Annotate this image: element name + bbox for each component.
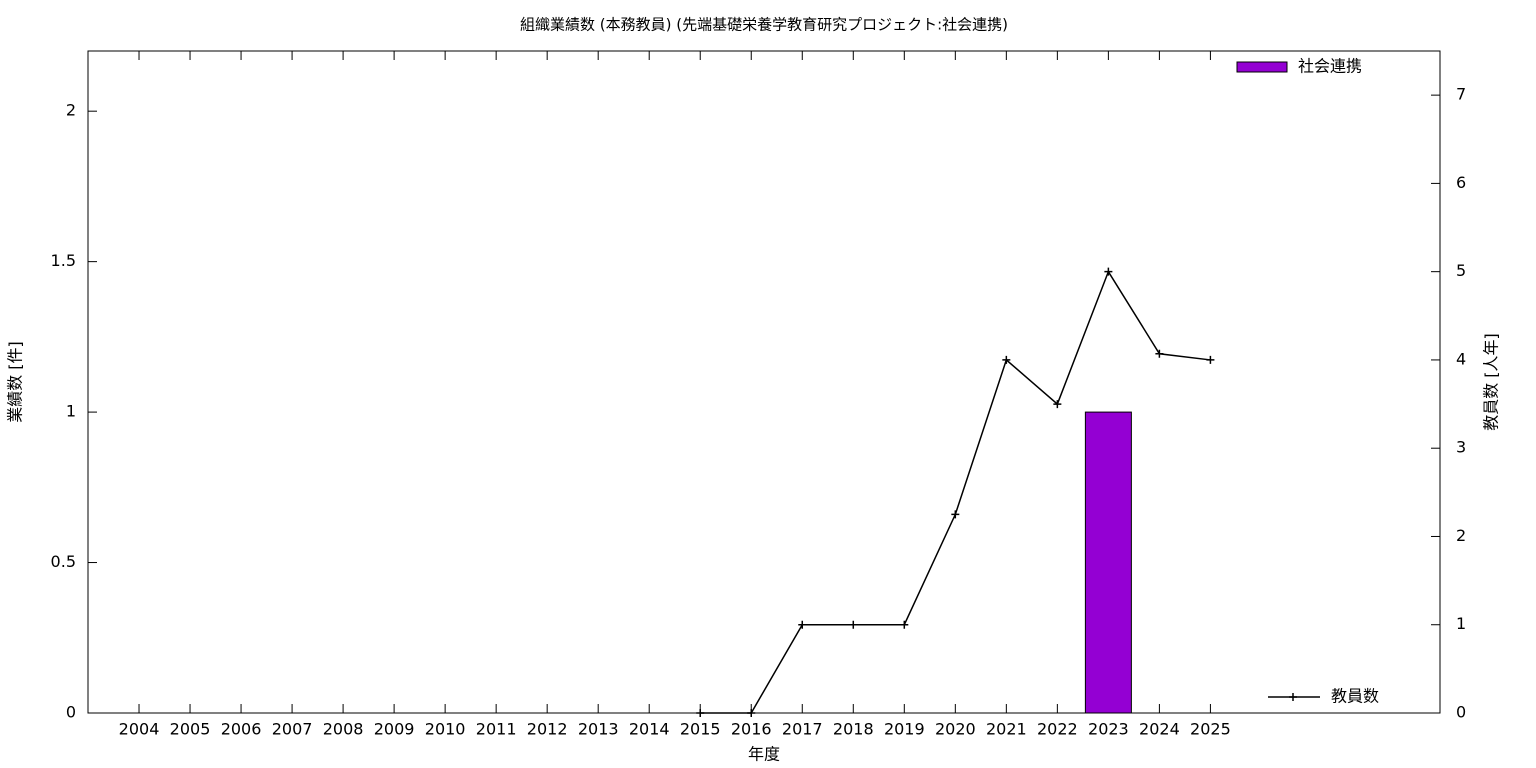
point	[1155, 349, 1164, 358]
y-tick-label: 1.5	[51, 251, 76, 270]
y2-tick-label: 5	[1456, 261, 1466, 280]
x-tick-label: 2008	[323, 720, 364, 739]
point	[798, 620, 807, 629]
y2-tick-label: 2	[1456, 526, 1466, 545]
plot-border	[87, 50, 1441, 714]
bar	[1084, 411, 1132, 714]
x-tick-label: 2016	[731, 720, 772, 739]
x-tick-label: 2021	[986, 720, 1027, 739]
x-tick-label: 2025	[1190, 720, 1231, 739]
x-tick-label: 2024	[1139, 720, 1180, 739]
legend-swatch	[1236, 61, 1288, 73]
legend-label: 教員数	[1331, 687, 1379, 706]
y2-tick-label: 0	[1456, 703, 1466, 722]
y-tick-label: 0	[66, 703, 76, 722]
point	[900, 620, 909, 629]
y2-tick-label: 6	[1456, 173, 1466, 192]
x-tick-label: 2006	[221, 720, 262, 739]
x-tick-label: 2010	[425, 720, 466, 739]
x-axis-label: 年度	[748, 745, 780, 764]
x-tick-label: 2013	[578, 720, 619, 739]
point	[1206, 355, 1215, 364]
x-tick-label: 2004	[119, 720, 160, 739]
chart-title: 組織業績数 (本務教員) (先端基礎栄養学教育研究プロジェクト:社会連携)	[520, 16, 1008, 34]
x-tick-label: 2012	[527, 720, 568, 739]
y-tick-label: 1	[66, 402, 76, 421]
x-tick-label: 2009	[374, 720, 415, 739]
y-tick-label: 2	[66, 101, 76, 120]
y2-tick-label: 3	[1456, 438, 1466, 457]
x-tick-label: 2014	[629, 720, 670, 739]
x-tick-label: 2020	[935, 720, 976, 739]
line	[700, 269, 1211, 714]
x-tick-label: 2007	[272, 720, 313, 739]
y-axis-label: 業績数 [件]	[6, 341, 25, 423]
y-tick-label: 0.5	[51, 552, 76, 571]
point	[747, 709, 756, 717]
x-tick-label: 2005	[170, 720, 211, 739]
x-tick-label: 2023	[1088, 720, 1129, 739]
x-tick-label: 2018	[833, 720, 874, 739]
point	[951, 510, 960, 519]
y2-tick-label: 4	[1456, 349, 1466, 368]
point	[1104, 267, 1113, 276]
x-tick-label: 2019	[884, 720, 925, 739]
legend-marker	[1289, 693, 1297, 701]
y2-axis-label: 教員数 [人年]	[1482, 333, 1501, 431]
x-tick-label: 2017	[782, 720, 823, 739]
x-tick-label: 2011	[476, 720, 517, 739]
y2-tick-label: 7	[1456, 85, 1466, 104]
point	[1002, 355, 1011, 364]
x-tick-label: 2015	[680, 720, 721, 739]
y2-tick-label: 1	[1456, 614, 1466, 633]
point	[1053, 400, 1062, 409]
x-tick-label: 2022	[1037, 720, 1078, 739]
point	[696, 709, 705, 717]
legend-label: 社会連携	[1298, 57, 1362, 76]
point	[849, 620, 858, 629]
